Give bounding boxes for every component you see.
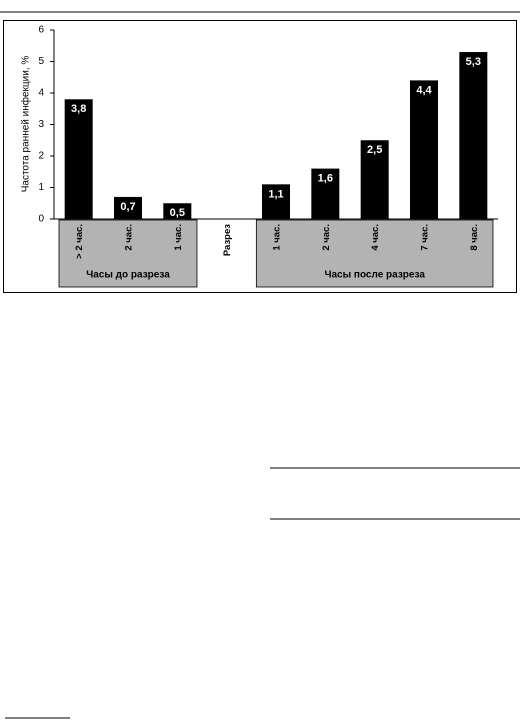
bar <box>262 184 290 219</box>
chart-frame <box>3 20 517 293</box>
value-label: 3,8 <box>71 103 86 115</box>
y-tick-label: 4 <box>38 88 44 99</box>
x-tick-label: 1 час. <box>173 224 184 251</box>
bar <box>459 52 488 219</box>
x-tick-label: 8 час. <box>469 224 480 251</box>
value-label: 1,1 <box>268 188 283 200</box>
value-label: 0,5 <box>170 207 185 219</box>
y-axis-label: Частота ранней инфекции, % <box>20 56 32 193</box>
x-tick-label: 2 час. <box>321 224 332 251</box>
bar <box>311 168 340 219</box>
x-tick-label: 2 час. <box>124 224 135 251</box>
y-tick-label: 5 <box>38 56 44 67</box>
group-label: Часы после разреза <box>324 270 425 281</box>
x-tick-label: Разрез <box>222 224 233 256</box>
x-tick-label: 1 час. <box>272 224 283 251</box>
bar <box>410 80 438 220</box>
y-tick-label: 1 <box>38 182 44 193</box>
bar <box>360 140 389 219</box>
bar <box>114 196 142 219</box>
value-label: 5,3 <box>466 56 481 68</box>
value-label: 4,4 <box>416 84 432 96</box>
x-tick-label: 7 час. <box>420 224 431 251</box>
group-label: Часы до разреза <box>86 270 170 281</box>
value-label: 2,5 <box>367 144 382 156</box>
y-tick-label: 0 <box>38 214 44 225</box>
bar <box>163 203 192 219</box>
x-tick-label: > 2 час. <box>74 224 85 259</box>
bar <box>64 99 93 219</box>
y-tick-label: 2 <box>38 151 44 162</box>
group-box <box>58 219 198 288</box>
group-box <box>255 219 494 288</box>
y-tick-label: 3 <box>38 119 44 130</box>
y-tick-label: 6 <box>38 25 44 36</box>
value-label: 0,7 <box>120 201 135 213</box>
value-label: 1,6 <box>318 173 333 185</box>
x-tick-label: 4 час. <box>370 224 381 251</box>
